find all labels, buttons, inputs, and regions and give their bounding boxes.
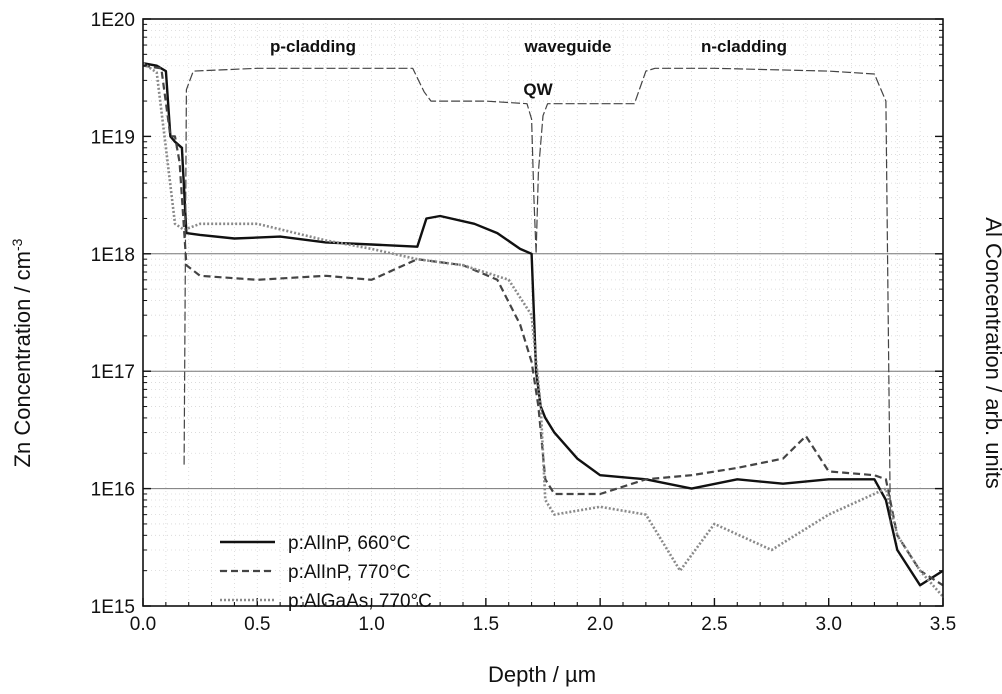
tick-layer: 0.0 0.5 1.0 1.5 2.0 2.5 3.0 3.5 1E15 1E16 1E17 1E18…	[91, 10, 957, 635]
series-line-0	[142, 62, 944, 587]
legend-label-660-alinp: p:AlInP, 660°C	[288, 533, 410, 554]
region-label-p-cladding: p-cladding	[270, 37, 356, 56]
y2-axis-title: Al Concentration / arb. units	[981, 217, 1002, 488]
grid-layer	[143, 19, 943, 606]
x-tick-label: 1.0	[358, 614, 384, 635]
x-tick-label: 3.0	[816, 614, 842, 635]
x-tick-label: 0.5	[244, 614, 270, 635]
series-line-2	[142, 62, 944, 598]
reference-lines	[143, 253, 943, 490]
y2-axis-title-group: Al Concentration / arb. units	[981, 217, 1002, 488]
y-tick-label: 1E20	[91, 10, 135, 31]
y-tick-label: 1E15	[91, 597, 135, 618]
series-line-3	[183, 67, 891, 524]
y-axis-title-group: Zn Concentration / cm-3	[9, 238, 35, 467]
y-tick-label: 1E18	[91, 245, 135, 266]
legend-label-770-alinp: p:AlInP, 770°C	[288, 562, 410, 583]
series-line-1	[142, 64, 944, 587]
y-tick-label: 1E17	[91, 362, 135, 383]
x-axis-title: Depth / µm	[488, 662, 596, 687]
y-axis-title-text: Zn Concentration / cm	[10, 251, 35, 467]
region-label-waveguide: waveguide	[524, 37, 612, 56]
y-tick-label: 1E16	[91, 480, 135, 501]
y-axis-title-superscript: -3	[9, 238, 25, 251]
series-layer	[142, 62, 944, 598]
legend: p:AlInP, 660°C p:AlInP, 770°C p:AlGaAs, …	[220, 533, 432, 612]
plot-frame	[142, 18, 944, 607]
legend-label-770-algaas: p:AlGaAs, 770°C	[288, 591, 432, 612]
y-tick-label: 1E19	[91, 127, 135, 148]
region-label-qw: QW	[523, 80, 553, 99]
y-axis-title: Zn Concentration / cm-3	[9, 238, 35, 467]
x-tick-label: 2.5	[701, 614, 727, 635]
x-tick-label: 2.0	[587, 614, 613, 635]
region-label-n-cladding: n-cladding	[701, 37, 787, 56]
x-tick-label: 1.5	[473, 614, 499, 635]
x-tick-label: 0.0	[130, 614, 156, 635]
x-tick-label: 3.5	[930, 614, 956, 635]
